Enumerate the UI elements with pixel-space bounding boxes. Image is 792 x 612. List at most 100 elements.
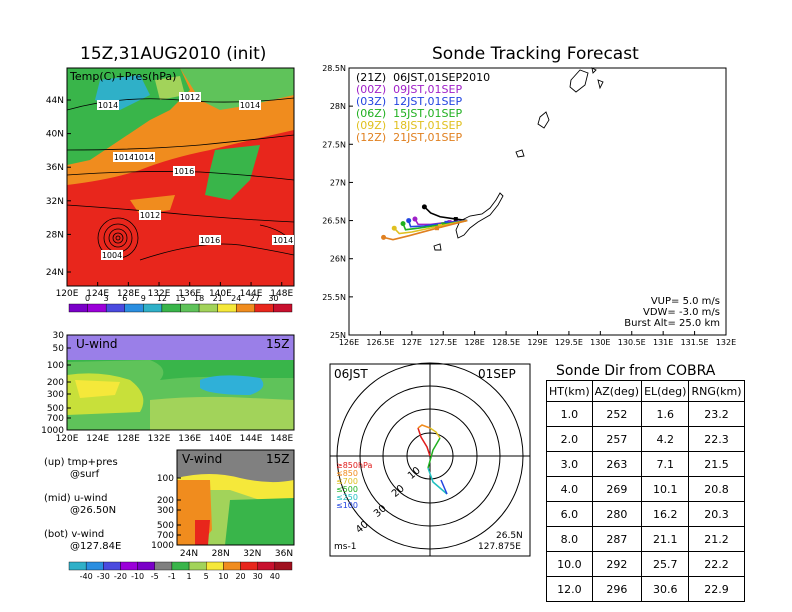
- wind-colorbar-swatch: [257, 561, 276, 571]
- lon-tick-label: 140E: [209, 289, 232, 299]
- wind-colorbar-tick-label: 20: [235, 572, 245, 581]
- wind-colorbar-tick-label: -20: [114, 572, 127, 581]
- track-marker: [441, 222, 446, 227]
- isobar-label-bg: [97, 100, 119, 110]
- isobar-label-bg: [139, 210, 161, 220]
- track-legend: (21Z) 06JST,01SEP2010 (00Z) 09JST,01SEP (0…: [356, 72, 490, 144]
- isobar-label-bg: [113, 152, 135, 162]
- table-row: 10.0 292 25.7 22.2: [546, 551, 745, 577]
- table-cell: 22.3: [688, 426, 745, 452]
- v-wind-time: 15Z: [266, 452, 290, 466]
- track-x-tick-label: 131.5E: [681, 338, 709, 347]
- v-wind-frame: [176, 449, 295, 546]
- track-legend-item: (03Z) 12JST,01SEP: [356, 95, 463, 108]
- colorbar-tick-label: 18: [194, 294, 204, 303]
- wind-colorbar-swatch: [120, 561, 138, 571]
- param-vup: VUP= 5.0 m/s: [650, 296, 720, 307]
- track-line: [393, 219, 468, 235]
- wind-colorbar-swatch: [137, 561, 155, 571]
- table-cell: 25.7: [641, 551, 690, 577]
- lon-tick-label: 124E: [86, 289, 109, 299]
- colorbar-swatch: [273, 303, 293, 313]
- okinawa-coastline: [433, 67, 604, 251]
- u-y-tick-label: 30: [53, 331, 65, 341]
- pressure-legend-item: ≥850hPa: [336, 461, 373, 470]
- colorbar-swatch: [236, 303, 256, 313]
- isobar-label: 1016: [174, 167, 194, 176]
- isobar-label-bg: [101, 250, 123, 260]
- track-legend-item: (06Z) 15JST,01SEP: [356, 107, 463, 120]
- burst-point: [421, 204, 427, 210]
- table-cell: 22.2: [688, 551, 745, 577]
- u-x-tick-label: 140E: [209, 434, 232, 444]
- table-cell: 1.6: [641, 401, 690, 427]
- track-y-tick-label: 27N: [330, 178, 346, 187]
- table-row: 3.0 263 7.1 21.5: [546, 451, 745, 477]
- v-wind-label: V-wind: [182, 452, 223, 466]
- isobar-label: 1014: [134, 153, 154, 162]
- u-wind-field: [67, 335, 294, 430]
- v-y-tick-label: 300: [157, 506, 174, 516]
- table-row: 12.0 296 30.6 22.9: [546, 576, 745, 602]
- table-cell: 8.0: [546, 526, 593, 552]
- polar-lon: 127.875E: [478, 542, 521, 552]
- colorbar-swatch: [68, 303, 88, 313]
- table-cell: 20.8: [688, 476, 745, 502]
- colorbar-swatch: [180, 303, 200, 313]
- lat-tick-label: 36N: [46, 163, 64, 173]
- cobra-header-row: HT(km) AZ(deg) EL(deg) RNG(km): [546, 380, 745, 402]
- table-cell: 2.0: [546, 426, 593, 452]
- colorbar-tick-label: 30: [268, 294, 278, 303]
- wind-colorbar-tick-label: -1: [168, 572, 176, 581]
- colorbar-swatch: [87, 303, 107, 313]
- colorbar-tick-label: 9: [141, 294, 146, 303]
- u-x-tick-label: 144E: [240, 434, 263, 444]
- isobar-label: 1012: [140, 211, 160, 220]
- wind-colorbar-swatch: [223, 561, 241, 571]
- u-y-tick-label: 200: [47, 378, 64, 388]
- colorbar-swatch: [198, 303, 218, 313]
- table-row: 1.0 252 1.6 23.2: [546, 401, 745, 427]
- table-cell: 23.2: [688, 401, 745, 427]
- table-cell: 263: [591, 451, 643, 477]
- table-cell: 21.5: [688, 451, 745, 477]
- wind-colorbar-tick-label: -30: [97, 572, 110, 581]
- burst-point: [406, 218, 412, 224]
- u-wind-label: U-wind: [76, 337, 118, 351]
- wind-colorbar-swatch: [206, 561, 224, 571]
- pressure-legend-item: ≤500: [336, 485, 358, 494]
- table-cell: 10.0: [546, 551, 593, 577]
- lon-tick-label: 132E: [148, 289, 171, 299]
- track-legend-item: (21Z) 06JST,01SEP2010: [356, 71, 491, 84]
- track-y-tick-label: 25.5N: [322, 293, 346, 302]
- map-title: 15Z,31AUG2010 (init): [80, 44, 267, 64]
- track-x-tick-label: 128.5E: [492, 338, 520, 347]
- track-marker: [438, 223, 443, 228]
- pressure-legend-item: ≤100: [336, 501, 358, 510]
- colorbar-swatch: [254, 303, 274, 313]
- burst-point: [400, 221, 406, 227]
- track-x-tick-label: 129.5E: [555, 338, 583, 347]
- polar-date-label: 01SEP: [478, 367, 516, 381]
- track-title: Sonde Tracking Forecast: [432, 44, 639, 64]
- colorbar-swatch: [143, 303, 163, 313]
- colorbar-tick-label: 15: [175, 294, 185, 303]
- temperature-field: [67, 68, 294, 286]
- table-cell: 22.9: [688, 576, 745, 602]
- isobar-label: 1004: [102, 251, 122, 260]
- table-cell: 12.0: [546, 576, 593, 602]
- u-wind-time: 15Z: [266, 337, 290, 351]
- wind-colorbar-tick-label: 10: [218, 572, 228, 581]
- colorbar-tick-label: 12: [157, 294, 167, 303]
- colorbar-tick-label: 24: [231, 294, 241, 303]
- isobar-label: 1014: [240, 101, 260, 110]
- isobar-label: 1014: [114, 153, 134, 162]
- wind-colorbar-swatch: [154, 561, 173, 571]
- track-marker: [453, 217, 458, 222]
- wind-colorbar-swatch: [68, 561, 87, 571]
- table-cell: 296: [591, 576, 643, 602]
